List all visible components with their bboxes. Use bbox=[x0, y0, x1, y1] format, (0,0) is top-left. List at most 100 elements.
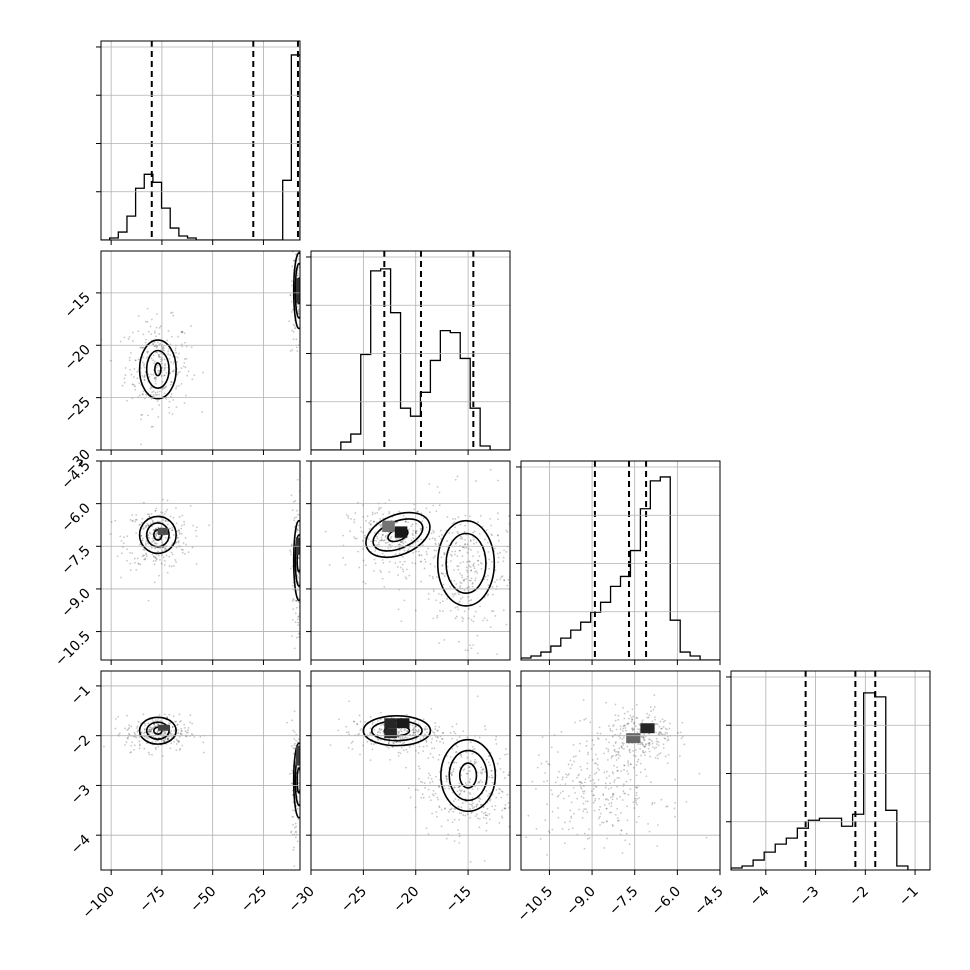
scatter-point bbox=[176, 360, 178, 363]
scatter-point bbox=[157, 370, 159, 372]
scatter-point bbox=[611, 794, 614, 796]
scatter-point bbox=[158, 355, 161, 358]
scatter-point bbox=[497, 479, 499, 482]
scatter-point bbox=[428, 796, 431, 798]
scatter-point bbox=[604, 786, 607, 789]
scatter-point bbox=[163, 713, 166, 716]
scatter-point bbox=[134, 518, 137, 521]
density-cell bbox=[640, 723, 655, 734]
scatter-point bbox=[154, 391, 157, 394]
scatter-point bbox=[667, 738, 670, 741]
scatter-point bbox=[149, 726, 151, 729]
scatter-point bbox=[610, 755, 613, 758]
scatter-point bbox=[143, 731, 146, 734]
scatter-point bbox=[612, 792, 614, 795]
scatter-point bbox=[159, 342, 162, 345]
scatter-point bbox=[131, 514, 133, 516]
scatter-point bbox=[619, 811, 622, 814]
scatter-point bbox=[296, 808, 299, 810]
scatter-point bbox=[457, 565, 460, 567]
scatter-point bbox=[511, 535, 513, 537]
scatter-point bbox=[136, 730, 139, 733]
scatter-point bbox=[476, 559, 479, 562]
scatter-point bbox=[627, 760, 629, 763]
scatter-point bbox=[131, 741, 133, 744]
scatter-point bbox=[440, 593, 443, 596]
scatter-point bbox=[147, 524, 150, 527]
scatter-point bbox=[294, 226, 296, 228]
scatter-point bbox=[425, 526, 428, 529]
scatter-point bbox=[453, 786, 456, 789]
scatter-point bbox=[167, 737, 169, 740]
scatter-point bbox=[293, 647, 296, 650]
scatter-point bbox=[453, 786, 456, 789]
scatter-point bbox=[451, 748, 454, 750]
scatter-point bbox=[297, 624, 300, 626]
scatter-point bbox=[117, 715, 119, 718]
scatter-point bbox=[620, 745, 623, 748]
scatter-point bbox=[359, 720, 362, 723]
scatter-point bbox=[180, 548, 183, 551]
scatter-point bbox=[297, 600, 300, 603]
scatter-point bbox=[161, 541, 164, 544]
scatter-point bbox=[525, 539, 527, 541]
scatter-point bbox=[546, 780, 549, 782]
scatter-point bbox=[656, 754, 659, 757]
scatter-point bbox=[202, 741, 205, 744]
scatter-point bbox=[379, 711, 382, 714]
scatter-point bbox=[291, 348, 294, 351]
scatter-point bbox=[156, 722, 159, 725]
x-tick-label: −20 bbox=[390, 884, 422, 916]
scatter-point bbox=[592, 794, 595, 797]
scatter-point bbox=[560, 730, 563, 733]
scatter-point bbox=[454, 542, 457, 545]
scatter-point bbox=[578, 750, 581, 752]
scatter-point bbox=[140, 346, 143, 349]
scatter-point bbox=[461, 789, 463, 792]
scatter-point bbox=[677, 732, 680, 734]
scatter-point bbox=[486, 578, 489, 581]
scatter-point bbox=[133, 367, 136, 370]
scatter-point bbox=[155, 378, 158, 381]
scatter-point bbox=[131, 331, 134, 334]
scatter-point bbox=[184, 358, 186, 360]
scatter-point bbox=[292, 823, 294, 826]
scatter-point bbox=[183, 402, 186, 405]
scatter-point bbox=[358, 714, 361, 717]
scatter-point bbox=[634, 725, 637, 727]
scatter-point bbox=[153, 581, 156, 584]
scatter-point bbox=[151, 408, 154, 411]
scatter-point bbox=[450, 773, 453, 776]
scatter-point bbox=[611, 824, 614, 826]
scatter-point bbox=[419, 560, 422, 563]
scatter-point bbox=[563, 821, 566, 824]
scatter-point bbox=[459, 581, 462, 584]
scatter-point bbox=[506, 793, 509, 796]
scatter-point bbox=[468, 791, 471, 794]
scatter-point bbox=[154, 547, 156, 550]
scatter-point bbox=[545, 582, 547, 584]
scatter-point bbox=[120, 552, 123, 555]
contour-level-2 bbox=[296, 767, 300, 794]
scatter-point bbox=[403, 741, 406, 744]
scatter-point bbox=[625, 832, 628, 835]
scatter-point bbox=[568, 795, 570, 797]
scatter-point bbox=[146, 320, 149, 323]
scatter-point bbox=[395, 741, 398, 744]
scatter-point bbox=[178, 720, 181, 723]
scatter-point bbox=[407, 521, 410, 524]
scatter-point bbox=[300, 552, 302, 554]
scatter-point bbox=[422, 544, 424, 547]
scatter-point bbox=[648, 738, 650, 740]
scatter-point bbox=[419, 780, 422, 783]
scatter-point bbox=[140, 731, 143, 734]
scatter-point bbox=[153, 330, 156, 333]
scatter-point bbox=[370, 540, 372, 543]
scatter-point bbox=[441, 565, 444, 567]
scatter-point bbox=[152, 540, 155, 543]
scatter-point bbox=[348, 700, 351, 703]
scatter-point bbox=[351, 748, 354, 750]
scatter-point bbox=[664, 733, 666, 736]
scatter-point bbox=[152, 359, 154, 362]
scatter-point bbox=[639, 743, 642, 746]
